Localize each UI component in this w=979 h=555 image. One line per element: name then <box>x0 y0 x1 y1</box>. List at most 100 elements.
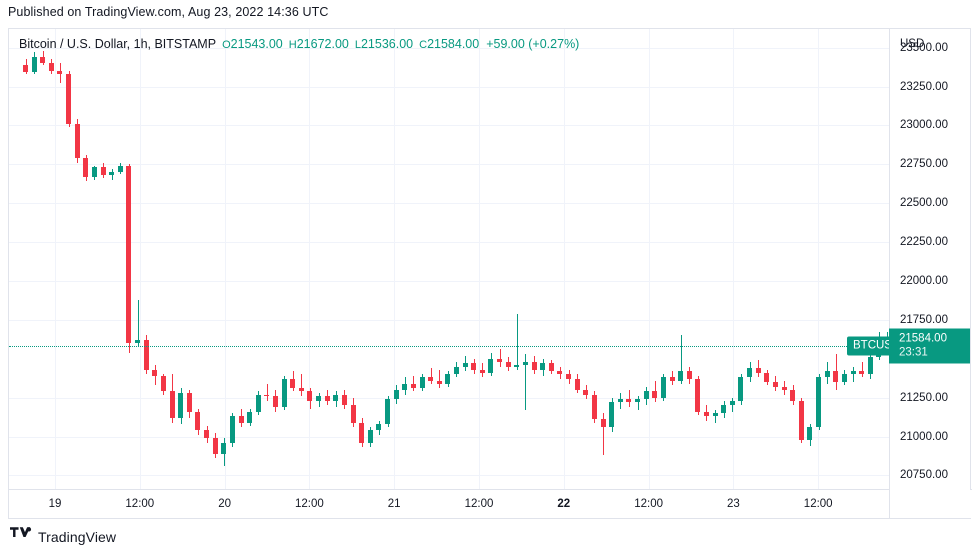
legend-close-value: 21584.00 <box>427 37 480 51</box>
tradingview-logo-icon <box>10 527 32 546</box>
grid-line-vertical <box>394 29 396 491</box>
candle-body <box>609 402 615 428</box>
candle-body <box>402 383 408 390</box>
legend-high-value: 21672.00 <box>296 37 349 51</box>
candle-body <box>471 363 477 370</box>
grid-line-horizontal <box>9 203 891 205</box>
candle-body <box>410 383 416 389</box>
grid-line-horizontal <box>9 47 891 49</box>
price-axis-tick: 22250.00 <box>900 236 948 249</box>
candle-body <box>74 123 80 159</box>
candle-body <box>798 400 804 440</box>
plot-area[interactable]: BTCUSD <box>9 29 891 491</box>
legend-open: O21543.00 <box>222 37 283 51</box>
candle-body <box>454 366 459 375</box>
candle-body <box>867 357 873 375</box>
candle-body <box>126 165 132 344</box>
candle-wick <box>862 361 863 378</box>
candle-body <box>298 388 304 392</box>
price-axis-tick: 21000.00 <box>900 430 948 443</box>
grid-line-horizontal <box>9 281 891 282</box>
candle-body <box>824 371 830 378</box>
legend-close-label: C <box>419 39 428 51</box>
legend-open-value: 21543.00 <box>230 37 283 51</box>
candle-body <box>333 394 339 401</box>
grid-line-vertical <box>648 29 650 491</box>
current-price-countdown: 23:31 <box>899 346 928 359</box>
publish-caption: Published on TradingView.com, Aug 23, 20… <box>8 5 329 19</box>
candle-body <box>781 386 787 390</box>
price-axis-tick: 21750.00 <box>900 313 948 326</box>
candle-body <box>497 358 503 362</box>
candle-body <box>23 64 28 72</box>
grid-line-vertical <box>139 29 141 491</box>
candle-body <box>169 391 175 418</box>
tradingview-brand-label: TradingView <box>38 528 117 545</box>
candle-body <box>600 419 606 428</box>
time-axis-tick: 19 <box>48 498 62 510</box>
candle-body <box>686 371 692 379</box>
candle-wick <box>465 355 466 372</box>
candle-body <box>143 340 149 370</box>
candle-body <box>505 361 511 367</box>
candle-body <box>833 371 839 383</box>
candle-body <box>445 374 451 384</box>
tradingview-footer[interactable]: TradingView <box>10 527 116 546</box>
candle-body <box>583 389 589 395</box>
candle-body <box>669 377 675 381</box>
candle-body <box>764 372 770 383</box>
candle-body <box>695 379 701 412</box>
price-axis[interactable]: USD 23500.00 23250.00 23000.00 22750.00 2250… <box>889 29 970 518</box>
grid-line-vertical <box>479 29 480 491</box>
candle-body <box>738 377 744 401</box>
candle-body <box>755 368 761 373</box>
candle-body <box>428 377 434 381</box>
candle-body <box>729 400 735 406</box>
legend-open-label: O <box>222 39 231 51</box>
candle-body <box>462 363 468 367</box>
candle-body <box>850 371 856 375</box>
legend-symbol[interactable]: Bitcoin / U.S. Dollar, 1h, BITSTAMP <box>19 37 217 51</box>
candle-body <box>376 424 382 431</box>
candle-wick <box>431 368 432 384</box>
candle-body <box>488 358 494 373</box>
candle-body <box>436 380 442 384</box>
grid-line-horizontal <box>9 475 891 477</box>
candle-body <box>566 374 572 379</box>
legend-low-label: L <box>354 39 361 51</box>
candle-body <box>264 394 270 397</box>
time-axis-tick: 21 <box>387 498 401 510</box>
candle-body <box>66 74 72 124</box>
time-axis-tick: 12:00 <box>803 498 833 510</box>
grid-line-vertical <box>55 29 56 491</box>
candle-body <box>557 371 563 375</box>
candle-body <box>109 172 115 176</box>
candle-body <box>152 369 158 376</box>
candle-body <box>178 393 184 418</box>
price-axis-tick: 23000.00 <box>900 119 948 132</box>
price-axis-tick: 23250.00 <box>900 80 948 93</box>
candle-body <box>514 365 520 367</box>
candle-wick <box>138 299 139 347</box>
chart-legend: Bitcoin / U.S. Dollar, 1h, BITSTAMP O2154… <box>19 37 579 51</box>
grid-line-vertical <box>224 29 226 491</box>
candle-body <box>548 363 554 372</box>
time-axis-tick: 12:00 <box>464 498 494 510</box>
candle-body <box>186 393 192 412</box>
grid-line-horizontal <box>9 397 891 399</box>
grid-line-vertical <box>818 29 820 491</box>
candle-wick <box>681 335 682 384</box>
candle-body <box>307 391 313 401</box>
candle-body <box>100 167 106 176</box>
grid-line-vertical <box>309 29 311 491</box>
legend-low: L21536.00 <box>355 37 413 51</box>
candle-body <box>574 379 580 390</box>
grid-line-vertical <box>733 29 735 491</box>
candle-body <box>341 394 347 406</box>
candle-wick <box>301 374 302 397</box>
candle-body <box>221 442 227 454</box>
candle-body <box>316 396 322 401</box>
legend-high: H21672.00 <box>289 37 349 51</box>
